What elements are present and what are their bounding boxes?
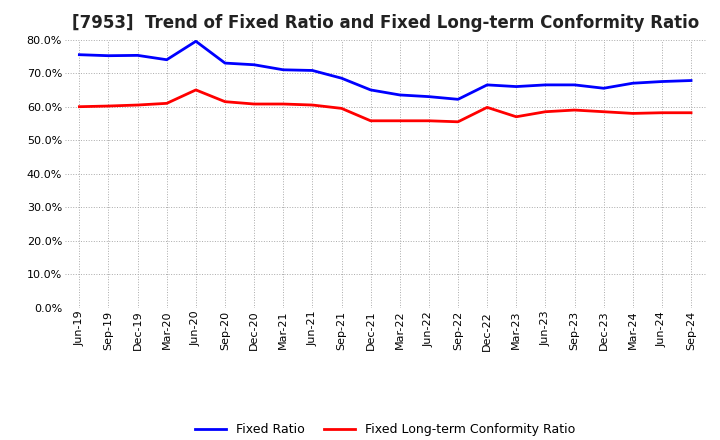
- Fixed Long-term Conformity Ratio: [308, 103, 317, 108]
- Fixed Long-term Conformity Ratio: [570, 107, 579, 113]
- Fixed Ratio: [483, 82, 492, 88]
- Fixed Ratio: [687, 78, 696, 83]
- Fixed Ratio: [337, 76, 346, 81]
- Fixed Long-term Conformity Ratio: [425, 118, 433, 124]
- Fixed Ratio: [425, 94, 433, 99]
- Line: Fixed Ratio: Fixed Ratio: [79, 41, 691, 99]
- Fixed Long-term Conformity Ratio: [279, 101, 287, 106]
- Fixed Ratio: [366, 87, 375, 92]
- Fixed Ratio: [279, 67, 287, 73]
- Fixed Ratio: [192, 39, 200, 44]
- Fixed Ratio: [395, 92, 404, 98]
- Fixed Ratio: [250, 62, 258, 67]
- Fixed Long-term Conformity Ratio: [133, 103, 142, 108]
- Fixed Long-term Conformity Ratio: [192, 87, 200, 92]
- Fixed Ratio: [308, 68, 317, 73]
- Fixed Ratio: [163, 57, 171, 62]
- Fixed Ratio: [629, 81, 637, 86]
- Fixed Long-term Conformity Ratio: [687, 110, 696, 115]
- Fixed Long-term Conformity Ratio: [657, 110, 666, 115]
- Fixed Ratio: [657, 79, 666, 84]
- Fixed Ratio: [104, 53, 113, 59]
- Fixed Long-term Conformity Ratio: [541, 109, 550, 114]
- Fixed Ratio: [454, 97, 462, 102]
- Legend: Fixed Ratio, Fixed Long-term Conformity Ratio: Fixed Ratio, Fixed Long-term Conformity …: [190, 418, 580, 440]
- Fixed Long-term Conformity Ratio: [163, 101, 171, 106]
- Fixed Long-term Conformity Ratio: [483, 105, 492, 110]
- Fixed Long-term Conformity Ratio: [250, 101, 258, 106]
- Fixed Long-term Conformity Ratio: [75, 104, 84, 109]
- Fixed Long-term Conformity Ratio: [599, 109, 608, 114]
- Fixed Ratio: [541, 82, 550, 88]
- Fixed Ratio: [75, 52, 84, 57]
- Title: [7953]  Trend of Fixed Ratio and Fixed Long-term Conformity Ratio: [7953] Trend of Fixed Ratio and Fixed Lo…: [71, 15, 699, 33]
- Fixed Long-term Conformity Ratio: [512, 114, 521, 119]
- Fixed Ratio: [133, 53, 142, 58]
- Fixed Long-term Conformity Ratio: [629, 111, 637, 116]
- Line: Fixed Long-term Conformity Ratio: Fixed Long-term Conformity Ratio: [79, 90, 691, 122]
- Fixed Long-term Conformity Ratio: [220, 99, 229, 104]
- Fixed Long-term Conformity Ratio: [395, 118, 404, 124]
- Fixed Ratio: [570, 82, 579, 88]
- Fixed Long-term Conformity Ratio: [104, 103, 113, 109]
- Fixed Ratio: [220, 60, 229, 66]
- Fixed Long-term Conformity Ratio: [454, 119, 462, 125]
- Fixed Ratio: [512, 84, 521, 89]
- Fixed Ratio: [599, 86, 608, 91]
- Fixed Long-term Conformity Ratio: [337, 106, 346, 111]
- Fixed Long-term Conformity Ratio: [366, 118, 375, 124]
